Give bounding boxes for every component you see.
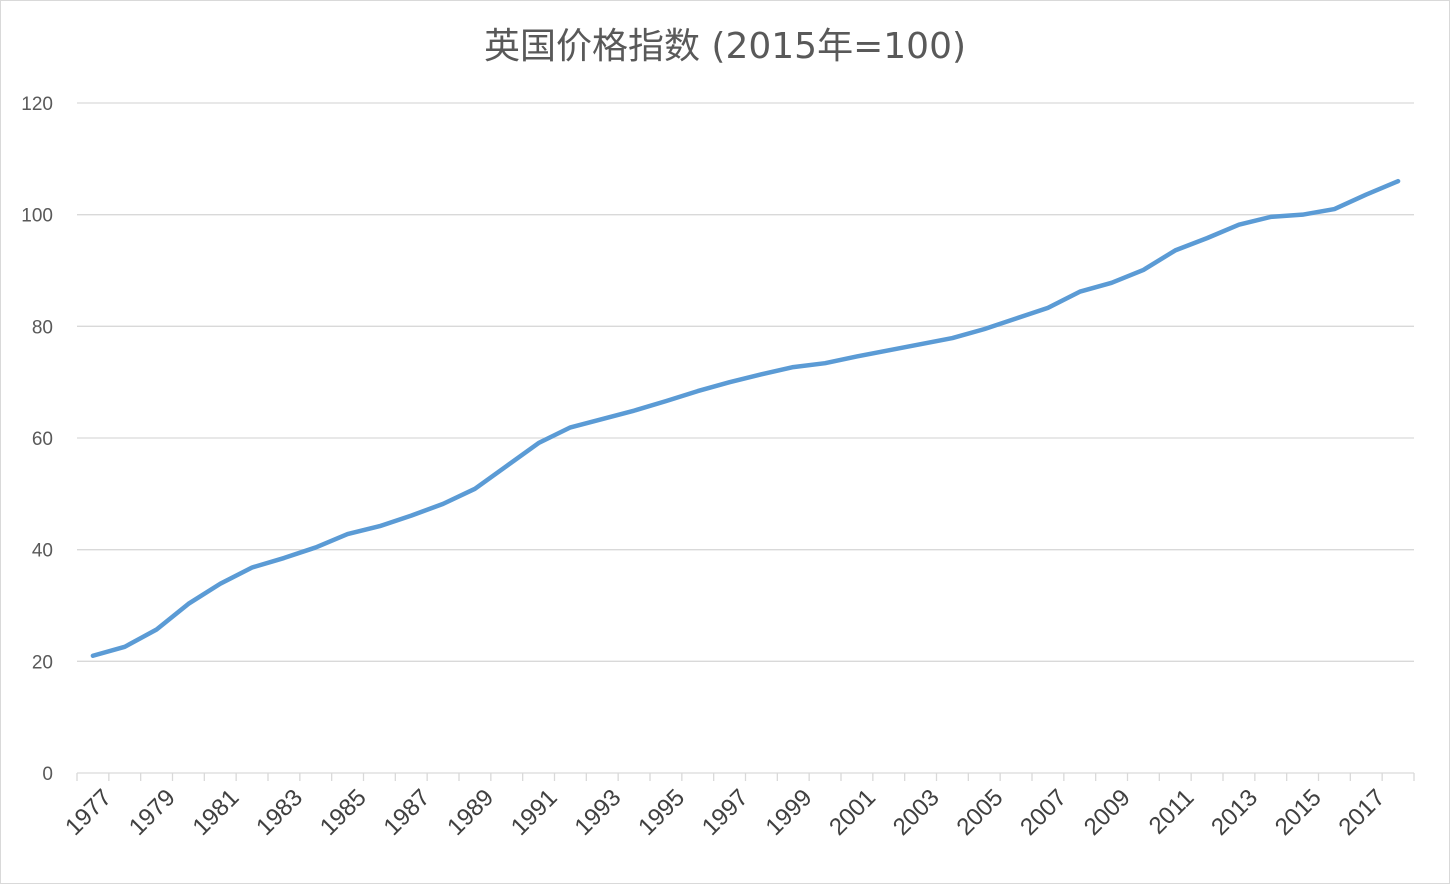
x-tick-label: 2003 bbox=[888, 784, 945, 841]
x-tick-label: 2015 bbox=[1270, 784, 1327, 841]
x-tick-label: 1993 bbox=[570, 784, 627, 841]
y-tick-label: 40 bbox=[32, 541, 53, 562]
x-tick-label: 1979 bbox=[124, 784, 181, 841]
gridlines bbox=[77, 103, 1414, 661]
x-tick-label: 1991 bbox=[506, 784, 563, 841]
y-tick-label: 60 bbox=[32, 429, 53, 450]
x-tick-label: 2013 bbox=[1206, 784, 1263, 841]
series-line bbox=[93, 181, 1398, 656]
x-tick-label: 1985 bbox=[315, 784, 372, 841]
x-tick-label: 2005 bbox=[952, 784, 1009, 841]
x-tick-label: 2007 bbox=[1015, 784, 1072, 841]
y-axis: 0 20 40 60 80 100 120 bbox=[21, 94, 53, 785]
x-tick-label: 1989 bbox=[442, 784, 499, 841]
series-layer bbox=[93, 181, 1398, 656]
x-tick-label: 1981 bbox=[188, 784, 245, 841]
x-tick-label: 2017 bbox=[1334, 784, 1391, 841]
y-tick-label: 20 bbox=[32, 652, 53, 673]
y-tick-label: 80 bbox=[32, 317, 53, 338]
x-tick-label: 1995 bbox=[633, 784, 690, 841]
x-tick-label: 1977 bbox=[60, 784, 117, 841]
y-tick-label: 120 bbox=[21, 94, 53, 115]
x-axis bbox=[77, 773, 1414, 781]
y-tick-label: 0 bbox=[42, 764, 53, 785]
x-tick-label: 1999 bbox=[761, 784, 818, 841]
x-tick-label: 2001 bbox=[824, 784, 881, 841]
y-tick-label: 100 bbox=[21, 206, 53, 227]
x-tick-label: 2011 bbox=[1144, 784, 1200, 840]
x-tick-label: 1997 bbox=[697, 784, 754, 841]
x-tick-label: 1987 bbox=[379, 784, 436, 841]
chart-title: 英国价格指数 (2015年=100) bbox=[484, 26, 966, 67]
x-tick-label: 2009 bbox=[1079, 784, 1136, 841]
x-tick-label: 1983 bbox=[251, 784, 308, 841]
